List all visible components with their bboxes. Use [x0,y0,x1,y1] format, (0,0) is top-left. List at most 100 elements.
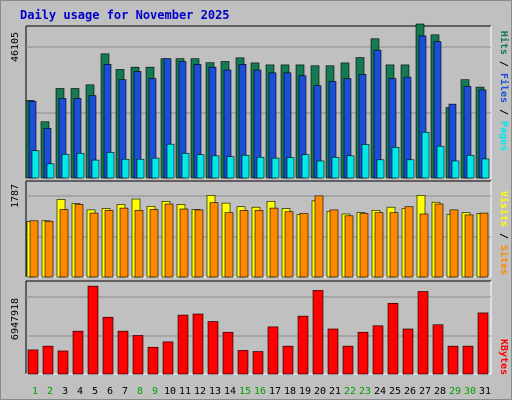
bar-sites [29,220,39,278]
visits-legend: Visits / Sites [498,191,510,275]
bar-kbytes [267,326,279,375]
bar-sites [149,209,159,278]
bar-pages [61,154,70,179]
bar-pages [91,159,100,179]
bar-pages [391,147,400,179]
bar-sites [239,210,249,278]
visits-y-max-label: 1787 [10,184,21,208]
day-label: 23 [359,386,371,397]
bar-sites [269,207,279,278]
bar-sites [74,204,84,278]
kbytes-y-max-label: 6947918 [10,298,21,340]
legend-hits: Hits [498,31,510,55]
bar-sites [299,213,309,278]
bar-pages [301,154,310,179]
bar-pages [121,158,130,179]
day-label: 14 [224,386,236,397]
bar-kbytes [402,328,414,375]
bar-sites [344,215,354,278]
bar-pages [166,143,175,179]
day-label: 4 [77,386,83,397]
bar-sites [224,212,234,278]
day-label: 15 [239,386,251,397]
bar-sites [284,211,294,278]
bar-pages [271,157,280,179]
bar-sites [44,220,54,278]
day-label: 5 [92,386,98,397]
day-label: 11 [179,386,191,397]
bar-pages [361,144,370,179]
bar-sites [434,203,444,278]
bar-pages [451,160,460,179]
day-label: 26 [404,386,416,397]
bar-kbytes [297,315,309,375]
bar-pages [256,156,265,179]
day-label: 21 [329,386,341,397]
day-label: 3 [62,386,68,397]
bar-pages [241,154,250,179]
bar-sites [104,210,114,278]
day-label: 9 [152,386,158,397]
day-label: 25 [389,386,401,397]
bar-kbytes [237,350,249,375]
bar-pages [76,152,85,179]
day-label: 18 [284,386,296,397]
bar-kbytes [192,313,204,375]
bar-pages [421,131,430,179]
bar-kbytes [372,325,384,375]
day-label: 29 [449,386,461,397]
bar-pages [226,156,235,179]
legend-kbytes: KBytes [498,339,509,375]
bar-kbytes [102,316,114,375]
bar-kbytes [432,324,444,375]
bar-kbytes [57,350,69,375]
bar-pages [31,150,40,179]
bar-pages [106,152,115,179]
legend-sites: Sites [498,245,510,275]
day-label: 2 [47,386,53,397]
day-label: 8 [137,386,143,397]
bar-sites [209,202,219,278]
bar-pages [331,156,340,179]
bar-sites [134,210,144,278]
bar-pages [136,158,145,179]
bar-kbytes [132,335,144,375]
bar-kbytes [312,290,324,375]
bar-pages [316,160,325,179]
bar-kbytes [177,314,189,375]
bar-sites [314,195,324,278]
bar-pages [46,163,55,179]
bar-kbytes [387,302,399,375]
bar-pages [181,152,190,179]
legend-visits: Visits [498,191,510,227]
legend-separator: / [498,227,509,245]
bar-pages [466,154,475,179]
bar-sites [179,208,189,278]
bar-pages [376,159,385,179]
bar-kbytes [27,349,39,375]
day-label: 19 [299,386,311,397]
bar-pages [196,154,205,179]
bar-sites [329,209,339,278]
day-label: 12 [194,386,206,397]
bar-kbytes [222,331,234,375]
bar-sites [164,203,174,278]
bar-pages [436,145,445,179]
day-label: 28 [434,386,446,397]
bar-sites [389,212,399,278]
hits-y-max-label: 46105 [10,32,21,62]
bar-pages [151,157,160,179]
day-label: 22 [344,386,356,397]
legend-pages: Pages [498,121,509,151]
bar-pages [286,157,295,179]
bar-sites [59,209,69,278]
bar-kbytes [147,346,159,375]
bar-sites [89,212,99,278]
bar-kbytes [117,330,129,375]
day-label: 31 [479,386,491,397]
bar-sites [479,212,489,278]
bar-kbytes [72,330,84,375]
bar-kbytes [357,331,369,375]
bar-kbytes [327,328,339,375]
